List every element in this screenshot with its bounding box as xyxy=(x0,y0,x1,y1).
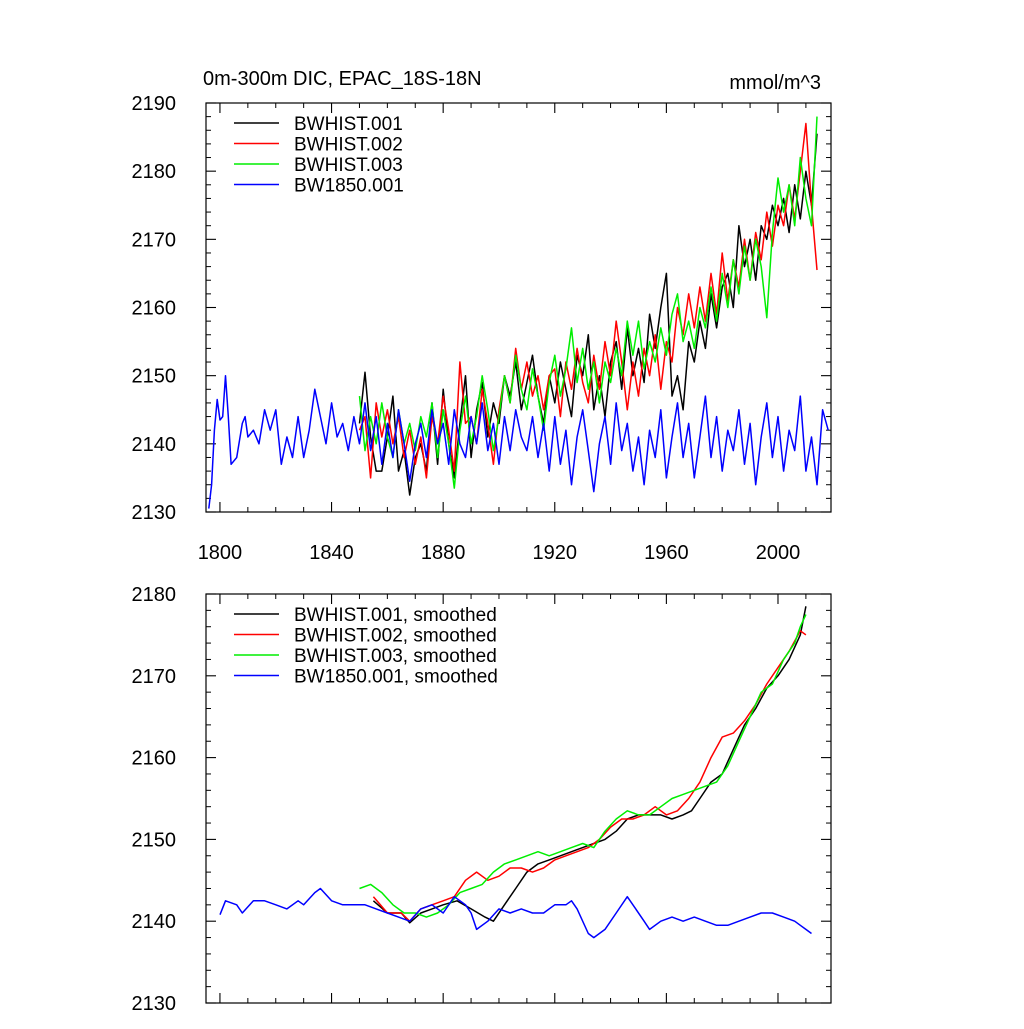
x-tick-label: 2000 xyxy=(756,542,801,564)
y-tick-label: 2170 xyxy=(132,666,177,688)
y-tick-label: 2140 xyxy=(132,911,177,933)
y-tick-label: 2150 xyxy=(132,366,177,388)
y-tick-label: 2150 xyxy=(132,829,177,851)
y-tick-label: 2170 xyxy=(132,229,177,251)
x-tick-label: 1960 xyxy=(644,542,689,564)
y-tick-label: 2140 xyxy=(132,434,177,456)
legend-label: BWHIST.002, smoothed xyxy=(294,626,497,647)
y-tick-label: 2130 xyxy=(132,993,177,1015)
y-tick-label: 2190 xyxy=(132,93,177,115)
series-line-4 xyxy=(208,374,829,509)
plot-frame xyxy=(205,593,832,1004)
x-tick-label: 1880 xyxy=(421,542,466,564)
legend-label: BWHIST.003 xyxy=(294,155,403,176)
legend-label: BWHIST.002 xyxy=(294,135,403,156)
legend-label: BWHIST.001, smoothed xyxy=(294,605,497,626)
legend-label: BWHIST.003, smoothed xyxy=(294,646,497,667)
x-tick-label: 1920 xyxy=(533,542,578,564)
legend-label: BW1850.001, smoothed xyxy=(294,667,498,688)
legend-label: BWHIST.001 xyxy=(294,114,403,135)
y-tick-label: 2130 xyxy=(132,502,177,524)
chart-panel-1: 2130 2140 2150 2160 2170 2180 2190 1800 1840 1880… xyxy=(132,68,832,564)
y-tick-label: 2180 xyxy=(132,584,177,606)
series-line-2 xyxy=(372,630,807,922)
series-line-4 xyxy=(219,887,812,939)
series-line-3 xyxy=(358,116,818,489)
y-tick-label: 2180 xyxy=(132,161,177,183)
chart-panel-2: 2130 2140 2150 2160 2170 2180 BWHIST.001, smoo… xyxy=(132,584,832,1015)
x-tick-label: 1840 xyxy=(309,542,354,564)
x-tick-label: 1800 xyxy=(198,542,243,564)
chart-title: 0m-300m DIC, EPAC_18S-18N xyxy=(203,68,482,90)
y-tick-label: 2160 xyxy=(132,298,177,320)
y-tick-label: 2160 xyxy=(132,748,177,770)
chart-units: mmol/m^3 xyxy=(729,72,821,94)
series-line-3 xyxy=(359,614,807,918)
legend-label: BW1850.001 xyxy=(294,176,404,197)
